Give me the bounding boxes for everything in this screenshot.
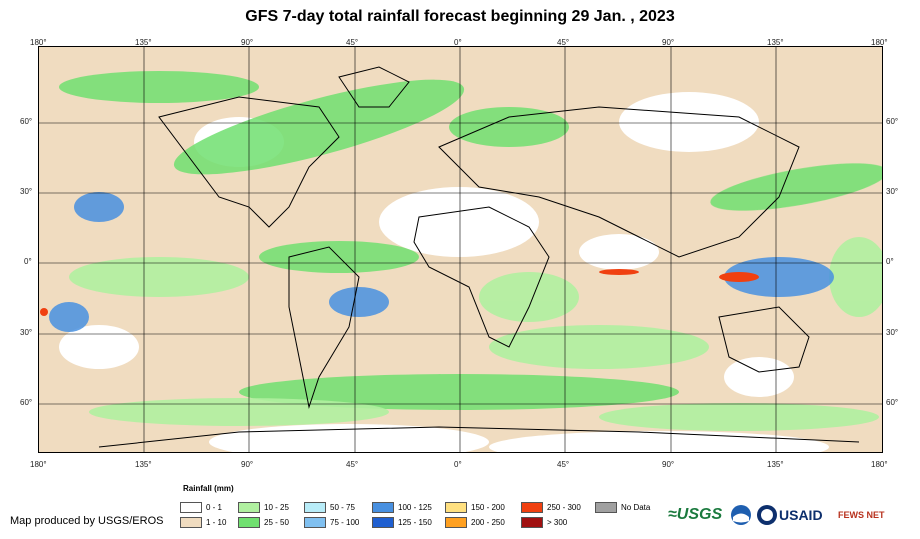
legend-swatch [304,517,326,528]
lon-label-bottom: 0° [454,460,462,469]
lat-label-right: 30° [886,328,899,337]
legend-label: 1 - 10 [206,518,227,527]
lon-label-bottom: 180° [871,460,888,469]
fews-net-logo: FEWS NET [838,510,885,520]
legend-label: 100 - 125 [398,503,432,512]
legend-swatch [445,502,467,513]
lon-label-bottom: 135° [767,460,784,469]
lat-label-left: 60° [20,398,33,407]
legend-label: 25 - 50 [264,518,289,527]
lon-label-top: 135° [135,38,152,47]
legend-swatch [238,502,260,513]
legend-label: 10 - 25 [264,503,289,512]
map-credit: Map produced by USGS/EROS [10,515,164,527]
legend-label: 50 - 75 [330,503,355,512]
legend-item: 0 - 1 [180,502,222,513]
legend-label: 125 - 150 [398,518,432,527]
lat-label-right: 0° [886,257,894,266]
legend-title: Rainfall (mm) [183,484,234,493]
legend-swatch [304,502,326,513]
usgs-logo: ≈USGS [668,506,723,523]
legend-label: > 300 [547,518,568,527]
legend-item: 10 - 25 [238,502,289,513]
lon-label-top: 0° [454,38,462,47]
legend-label: No Data [621,503,651,512]
legend-swatch [521,517,543,528]
lat-label-left: 30° [20,187,33,196]
legend-item: 200 - 250 [445,517,505,528]
legend-item: 50 - 75 [304,502,355,513]
legend-item: 1 - 10 [180,517,226,528]
lon-label-bottom: 90° [662,460,675,469]
legend-swatch [445,517,467,528]
legend-item: 75 - 100 [304,517,359,528]
map-title: GFS 7-day total rainfall forecast beginn… [245,8,675,25]
lon-label-bottom: 135° [135,460,152,469]
lat-label-left: 60° [20,117,33,126]
legend-swatch [372,502,394,513]
usaid-seal-icon [756,500,778,530]
legend-swatch [238,517,260,528]
lon-label-top: 180° [871,38,888,47]
lat-label-left: 0° [24,257,32,266]
legend-label: 75 - 100 [330,518,360,527]
legend-item: 100 - 125 [372,502,432,513]
legend-label: 150 - 200 [471,503,505,512]
lon-label-bottom: 45° [346,460,359,469]
legend-item: No Data [595,502,650,513]
legend-item: 25 - 50 [238,517,289,528]
lon-label-top: 90° [241,38,254,47]
legend-label: 200 - 250 [471,518,505,527]
legend-item: 250 - 300 [521,502,581,513]
legend-label: 0 - 1 [206,503,223,512]
lat-label-right: 30° [886,187,899,196]
rainfall-map[interactable] [38,46,889,463]
lon-label-top: 45° [557,38,570,47]
legend-swatch [180,517,202,528]
legend-swatch [595,502,617,513]
lon-label-top: 45° [346,38,359,47]
lon-label-bottom: 45° [557,460,570,469]
legend-item: > 300 [521,517,567,528]
lon-label-top: 135° [767,38,784,47]
lon-label-top: 180° [30,38,47,47]
legend-label: 250 - 300 [547,503,581,512]
lon-label-bottom: 90° [241,460,254,469]
lon-label-bottom: 180° [30,460,47,469]
legend-item: 125 - 150 [372,517,432,528]
lon-label-top: 90° [662,38,675,47]
usaid-logo: USAID [779,507,823,523]
legend-swatch [521,502,543,513]
noaa-logo [730,500,752,530]
legend-swatch [372,517,394,528]
legend-swatch [180,502,202,513]
lat-label-right: 60° [886,398,899,407]
lat-label-left: 30° [20,328,33,337]
lat-label-right: 60° [886,117,899,126]
legend-item: 150 - 200 [445,502,505,513]
